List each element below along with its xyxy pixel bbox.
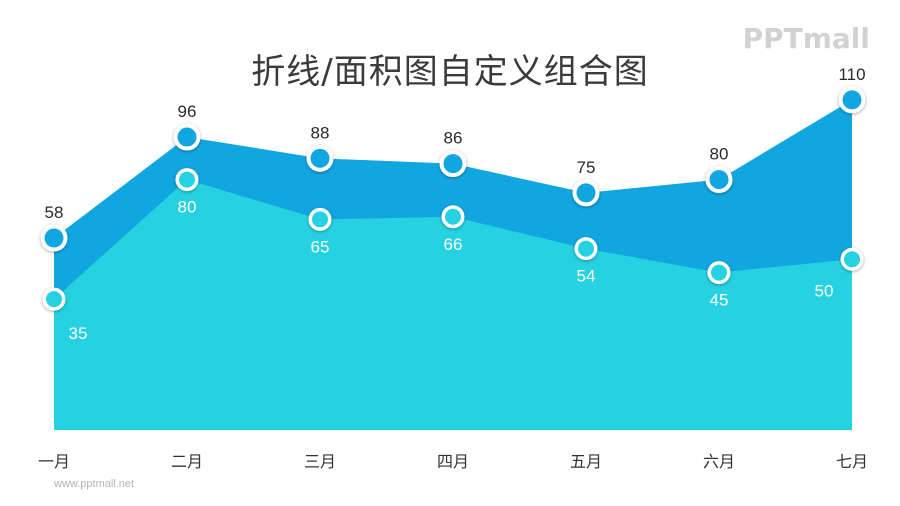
brand-logo: PPTmall — [742, 22, 870, 55]
series-1-data-label: 86 — [444, 129, 463, 148]
series-1-point — [306, 144, 334, 172]
series-2-data-label: 54 — [577, 267, 596, 286]
series-1-point — [705, 166, 733, 194]
x-tick-label: 二月 — [171, 452, 203, 471]
series-2-point — [175, 168, 199, 192]
series-1-data-label: 75 — [577, 158, 596, 177]
series-2-data-label: 66 — [444, 235, 463, 254]
x-tick-label: 三月 — [304, 452, 336, 471]
series-2-point — [840, 247, 864, 271]
series-2-point — [441, 205, 465, 229]
series-1-data-label: 58 — [45, 203, 64, 222]
series-2-point — [707, 261, 731, 285]
series-2-point — [308, 207, 332, 231]
series-2-area — [54, 179, 852, 430]
x-tick-label: 六月 — [703, 452, 735, 471]
series-2-data-label: 80 — [178, 198, 197, 217]
series-2-data-label: 65 — [311, 237, 330, 256]
series-2-data-label: 35 — [69, 324, 88, 343]
series-1-point — [572, 179, 600, 207]
series-1-data-label: 96 — [178, 102, 197, 121]
series-2-point — [42, 287, 66, 311]
website-url: www.pptmall.net — [54, 478, 135, 490]
series-1-point — [173, 123, 201, 151]
series-1-point — [838, 86, 866, 114]
series-1-data-label: 80 — [710, 145, 729, 164]
series-1-point — [40, 224, 68, 252]
series-1-point — [439, 150, 467, 178]
series-2-data-label: 45 — [710, 291, 729, 310]
series-2-data-label: 50 — [815, 281, 834, 300]
x-tick-label: 四月 — [437, 452, 469, 471]
series-1-data-label: 110 — [838, 65, 865, 84]
chart-title: 折线/面积图自定义组合图 — [251, 52, 649, 92]
x-tick-label: 一月 — [38, 452, 70, 471]
x-tick-label: 七月 — [836, 452, 868, 471]
x-tick-label: 五月 — [570, 452, 602, 471]
series-1-data-label: 88 — [311, 123, 330, 142]
series-2-point — [574, 237, 598, 261]
